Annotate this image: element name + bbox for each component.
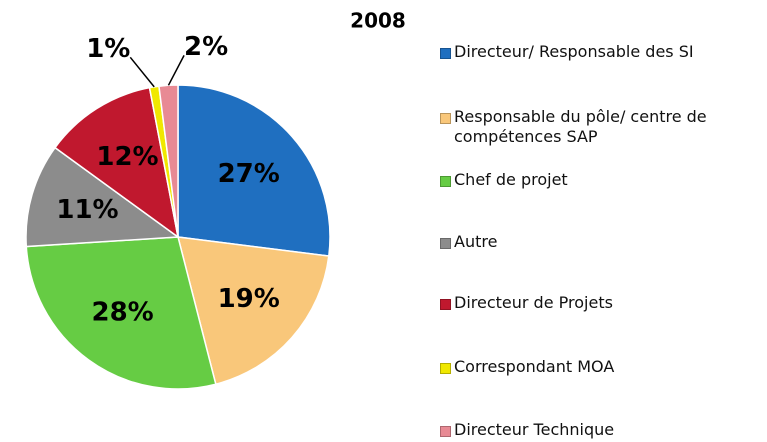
- legend-label: Directeur de Projets: [454, 293, 613, 312]
- legend-swatch: [440, 113, 451, 124]
- pie-slice: [176, 236, 330, 386]
- legend-swatch: [440, 48, 451, 59]
- legend-label: Directeur/ Responsable des SI: [454, 42, 694, 61]
- legend-swatch: [440, 299, 451, 310]
- leader-line: [129, 56, 155, 88]
- data-label: 28%: [91, 298, 153, 328]
- legend-swatch: [440, 238, 451, 249]
- legend-item: Responsable du pôle/ centre de compétenc…: [440, 107, 760, 147]
- legend-item: Directeur Technique: [440, 420, 760, 440]
- legend-swatch: [440, 363, 451, 374]
- pie-slice: [177, 84, 331, 257]
- legend-item: Autre: [440, 232, 760, 252]
- chart-title: 2008: [350, 9, 406, 33]
- pie-slice: [25, 236, 217, 390]
- data-label: 2%: [184, 32, 228, 62]
- data-label: 1%: [86, 34, 130, 64]
- data-label: 19%: [218, 284, 280, 314]
- legend-label: Autre: [454, 232, 498, 251]
- legend-item: Directeur de Projets: [440, 293, 760, 313]
- legend-item: Directeur/ Responsable des SI: [440, 42, 760, 62]
- data-label: 11%: [56, 195, 118, 225]
- pie-slice: [25, 146, 181, 248]
- legend-label: Chef de projet: [454, 170, 568, 189]
- leader-line: [167, 55, 185, 86]
- legend-label: Directeur Technique: [454, 420, 615, 439]
- pie-slice: [53, 86, 180, 239]
- legend-item: Correspondant MOA: [440, 357, 760, 377]
- legend-item: Chef de projet: [440, 170, 760, 190]
- data-label: 27%: [218, 159, 280, 189]
- pie-slice: [158, 84, 179, 238]
- data-label: 12%: [96, 142, 158, 172]
- legend-label: Correspondant MOA: [454, 357, 615, 376]
- legend-swatch: [440, 176, 451, 187]
- legend-label: Responsable du pôle/ centre de compétenc…: [454, 107, 707, 146]
- legend-swatch: [440, 426, 451, 437]
